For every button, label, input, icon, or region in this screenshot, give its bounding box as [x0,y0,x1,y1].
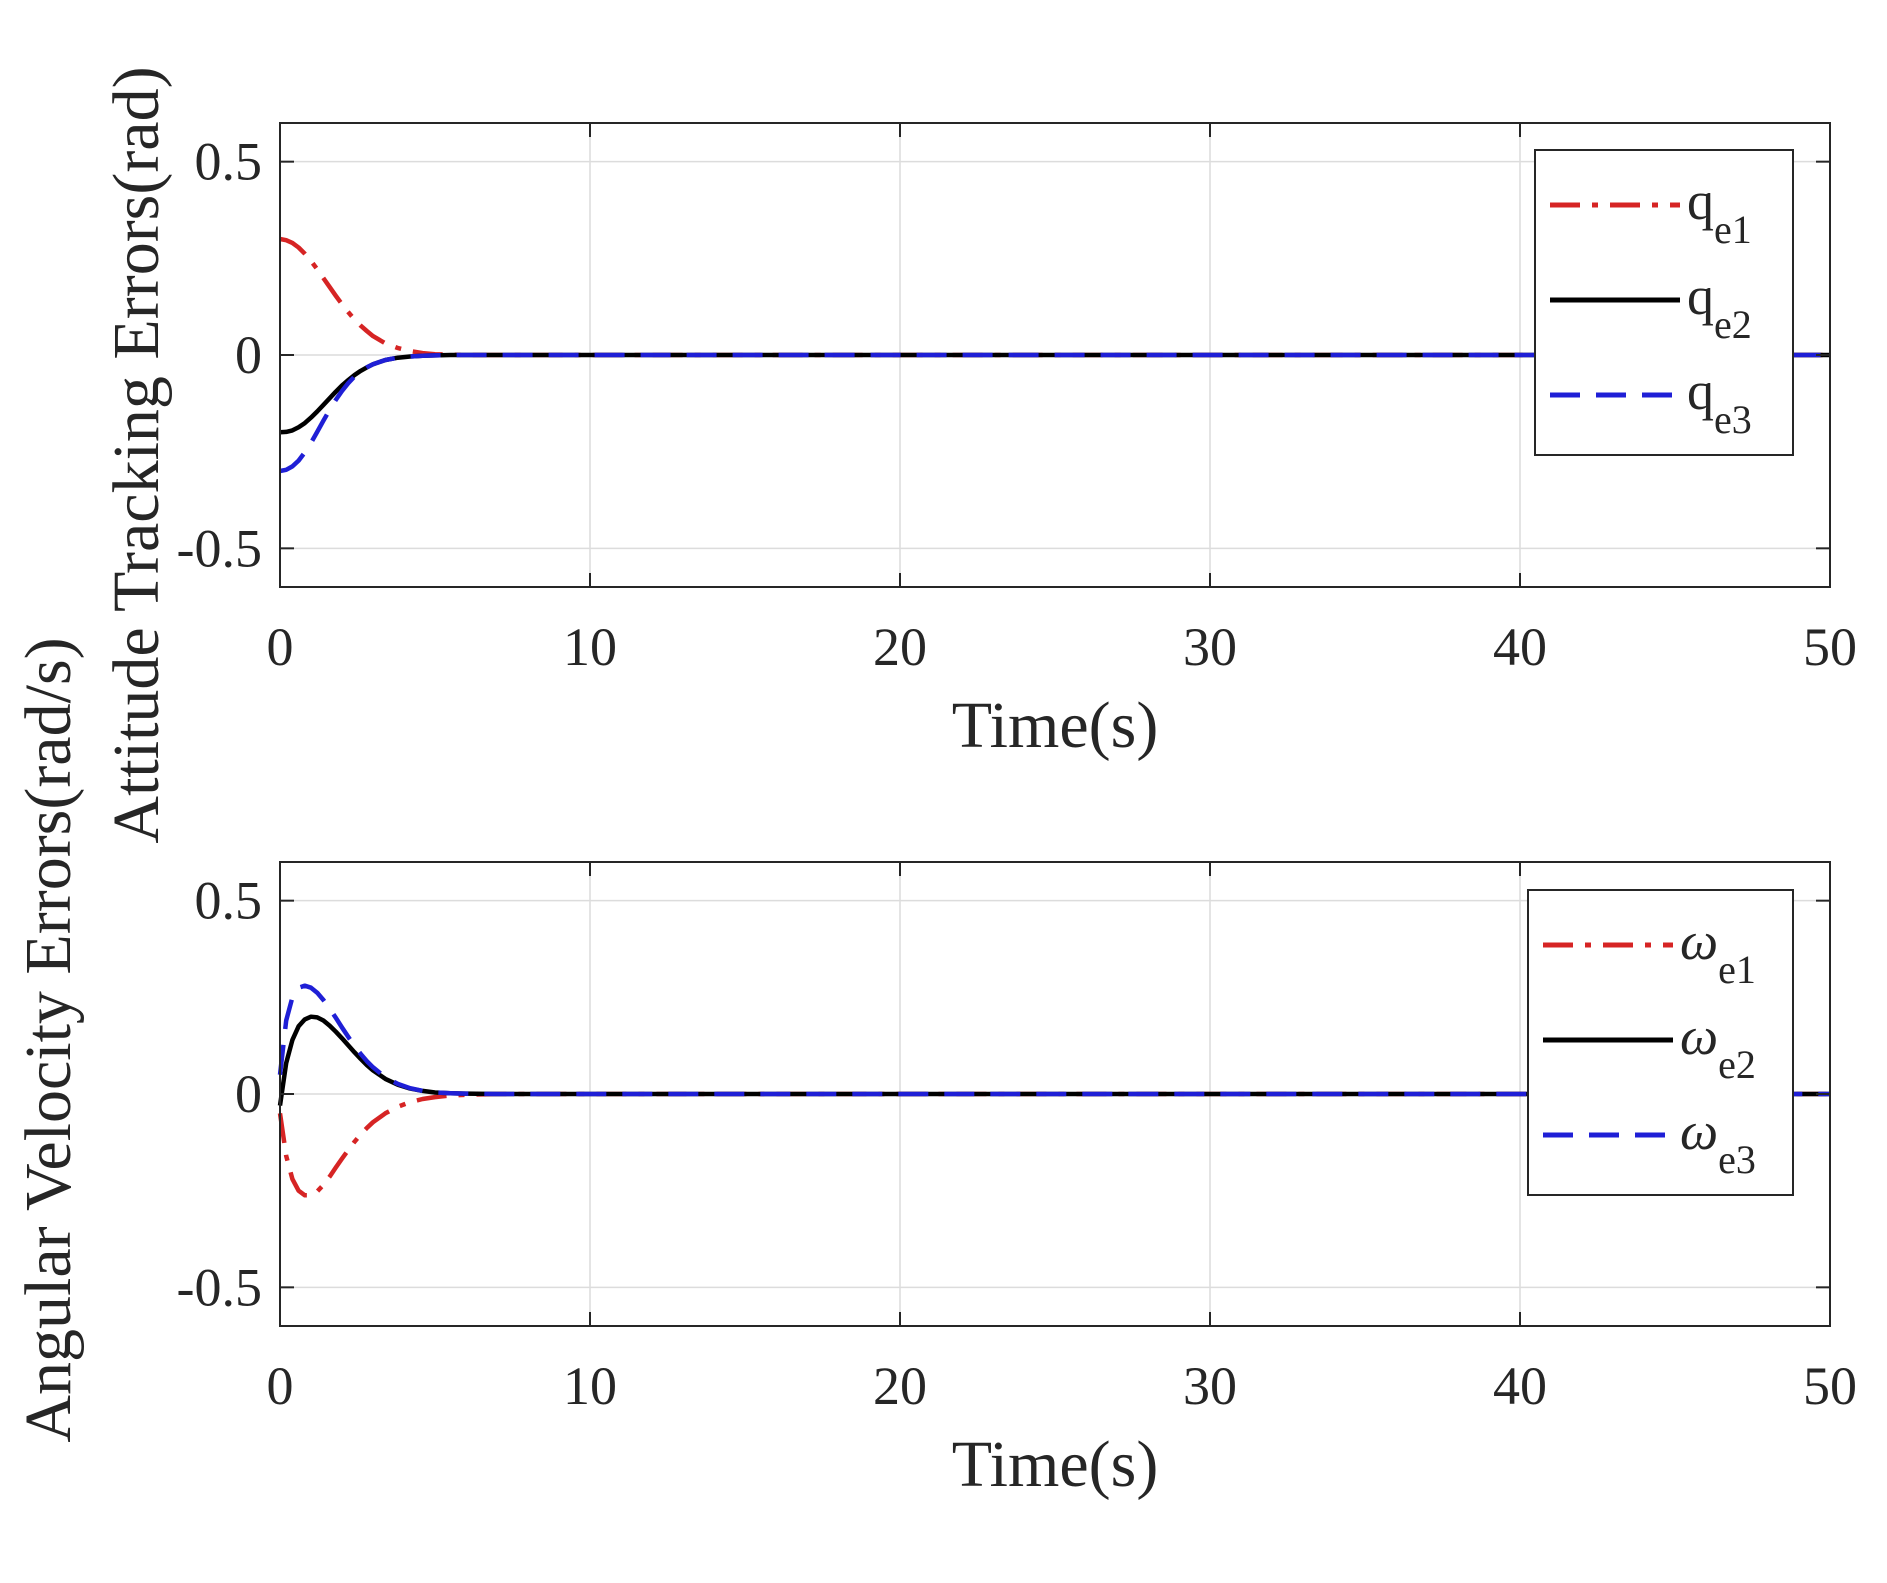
legend-label: ωe2 [1680,1006,1756,1087]
y-tick-label: -0.5 [177,1257,262,1317]
legend-label-sub: e1 [1714,207,1752,252]
x-tick-label: 50 [1803,1356,1857,1416]
y-tick-label: 0 [235,1064,262,1124]
series-lines [277,983,1830,1198]
legend-label-sub: e2 [1714,302,1752,347]
x-tick-label: 20 [873,1356,927,1416]
legend-item-q_e3: qe3 [1550,361,1752,442]
legend-label-main: q [1687,171,1714,231]
legend-label: qe2 [1687,266,1752,347]
series-line-ω_e2 [277,1014,1830,1106]
x-tick-label: 30 [1183,1356,1237,1416]
y-tick-label: 0.5 [195,871,263,931]
legend-label: ωe1 [1680,911,1756,992]
legend-label-main: q [1687,266,1714,326]
tick-labels: 0 10 20 30 40 50-0.500.5 [177,132,1857,677]
x-tick-label: 10 [563,1356,617,1416]
x-tick-label: 40 [1493,1356,1547,1416]
y-tick-label: 0 [235,325,262,385]
y-axis-title: Attitude Tracking Errors(rad) [100,66,173,843]
angular-velocity-error-panel: 0 10 20 30 40 50-0.500.5 Time(s) Angular Velo… [12,637,1857,1501]
legend-label: qe1 [1687,171,1752,252]
legend-label-sub: e1 [1718,947,1756,992]
series-line-ω_e3 [277,983,1830,1097]
legend-label-main: ω [1680,911,1718,971]
x-tick-label: 40 [1493,617,1547,677]
x-tick-label: 20 [873,617,927,677]
legend-label-main: q [1687,361,1714,421]
x-axis-title: Time(s) [952,1428,1159,1501]
x-axis-title: Time(s) [952,689,1159,762]
y-axis-title: Angular Velocity Errors(rad/s) [12,637,85,1442]
legend-label-sub: e3 [1718,1137,1756,1182]
legend-label-sub: e2 [1718,1042,1756,1087]
legend-item-q_e2: qe2 [1550,266,1752,347]
y-tick-label: 0.5 [195,132,263,192]
tick-marks [279,123,1831,587]
attitude-error-panel: 0 10 20 30 40 50-0.500.5 Time(s) Attitude Tra… [100,66,1857,843]
x-tick-label: 0 [267,617,294,677]
series-line-q_e3 [279,352,1830,474]
x-tick-label: 50 [1803,617,1857,677]
legend-label-sub: e3 [1714,397,1752,442]
legend-item-ω_e1: ωe1 [1543,911,1756,992]
tick-labels: 0 10 20 30 40 50-0.500.5 [177,871,1857,1416]
legend-label-main: ω [1680,1006,1718,1066]
x-tick-label: 10 [563,617,617,677]
legend-item-q_e1: qe1 [1550,171,1752,252]
legend-item-ω_e2: ωe2 [1543,1006,1756,1087]
legend-label-main: ω [1680,1101,1718,1161]
legend-label: ωe3 [1680,1101,1756,1182]
series-lines [279,236,1830,474]
tick-marks [279,862,1831,1326]
y-tick-label: -0.5 [177,518,262,578]
legend-item-ω_e3: ωe3 [1543,1101,1756,1182]
x-tick-label: 0 [267,1356,294,1416]
legend-label: qe3 [1687,361,1752,442]
x-tick-label: 30 [1183,617,1237,677]
